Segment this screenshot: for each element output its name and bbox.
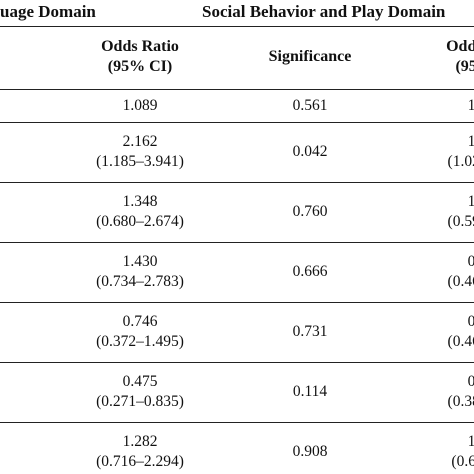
ci-value: (0.463–1.71: [447, 333, 474, 350]
table-row: 2.162 (1.185–3.941) 0.042 1.773 (1.022–3…: [0, 123, 474, 183]
ci-value: (0.716–2.294): [96, 453, 184, 470]
odds-ratio-language: 0.746 (0.372–1.495): [40, 312, 240, 352]
significance-social: 0.114: [292, 383, 328, 400]
odds-ratio-header-language: Odds Ratio (95% CI): [40, 37, 240, 77]
odds-ratio-value: 1.102: [467, 193, 474, 210]
odds-ratio-value: 0.654: [467, 373, 474, 390]
odds-ratio-language: 0.475 (0.271–0.835): [40, 372, 240, 412]
ci-value: (0.680–2.674): [96, 213, 184, 230]
significance-header: Significance: [268, 48, 352, 65]
ci-value: (0.271–0.835): [96, 393, 184, 410]
significance-header-left: ce: [0, 47, 30, 67]
ci-value: (0.590–2.05: [447, 213, 474, 230]
social-domain-header: Social Behavior and Play Domain: [202, 2, 446, 21]
ci-label-right: (95% CI: [455, 58, 474, 75]
significance-social: 0.760: [292, 203, 328, 220]
table-row: 1.348 (0.680–2.674) 0.760 1.102 (0.590–2…: [0, 183, 474, 243]
ci-value: (1.022–3.07: [447, 153, 474, 170]
ci-value: (0.463–1.61: [447, 273, 474, 290]
ci-value: (1.185–3.941): [96, 153, 184, 170]
odds-ratio-header-social: Odds Ratio (95% CI: [380, 37, 474, 77]
ci-value: (0.386–1.10: [447, 393, 474, 410]
odds-ratio-language: 2.162 (1.185–3.941): [40, 132, 240, 172]
table-row: 0.475 (0.271–0.835) 0.114 0.654 (0.386–1…: [0, 363, 474, 423]
significance-social: 0.042: [292, 143, 328, 160]
table-row: 1.430 (0.734–2.783) 0.666 0.873 (0.463–1…: [0, 243, 474, 303]
odds-ratio-social: 0.654 (0.386–1.10: [380, 372, 474, 412]
odds-ratio-value: 0.891: [467, 313, 474, 330]
ci-value: (0.734–2.783): [96, 273, 184, 290]
odds-ratio-value: 0.475: [122, 373, 158, 390]
odds-ratio-value: 1.430: [122, 253, 158, 270]
odds-ratio-social: 0.891 (0.463–1.71: [380, 312, 474, 352]
table-row: 1.089 0.561 1.696: [0, 90, 474, 123]
language-domain-header: uage Domain: [0, 2, 96, 21]
odds-ratio-value: 2.162: [122, 133, 158, 150]
odds-ratio-language: 1.089: [122, 97, 158, 114]
odds-ratio-value: 1.773: [467, 133, 474, 150]
ci-value: (0.372–1.495): [96, 333, 184, 350]
odds-ratio-social: 1.696: [467, 97, 474, 114]
significance-social: 0.908: [292, 443, 328, 460]
significance-social: 0.731: [292, 323, 328, 340]
odds-ratio-social: 1.033 (0.601–1.7: [380, 432, 474, 472]
odds-ratio-language: 1.430 (0.734–2.783): [40, 252, 240, 292]
odds-ratio-value: 1.348: [122, 193, 158, 210]
ci-label: (95% CI): [107, 58, 173, 75]
domain-header-row: uage Domain Social Behavior and Play Dom…: [0, 0, 474, 27]
ci-value: (0.601–1.7: [451, 453, 474, 470]
table-row: 1.282 (0.716–2.294) 0.908 1.033 (0.601–1…: [0, 423, 474, 474]
odds-ratio-language: 1.348 (0.680–2.674): [40, 192, 240, 232]
column-header-row: ce Odds Ratio (95% CI) Significance Odds…: [0, 27, 474, 90]
odds-ratio-value: 0.873: [467, 253, 474, 270]
odds-ratio-label-right: Odds Ratio: [446, 38, 474, 55]
significance-social: 0.561: [292, 97, 328, 114]
odds-ratio-value: 0.746: [122, 313, 158, 330]
odds-ratio-social: 0.873 (0.463–1.61: [380, 252, 474, 292]
odds-ratio-value: 1.282: [122, 433, 158, 450]
odds-ratio-label: Odds Ratio: [101, 38, 179, 55]
odds-ratio-value: 1.033: [467, 433, 474, 450]
odds-ratio-language: 1.282 (0.716–2.294): [40, 432, 240, 472]
table-row: 0.746 (0.372–1.495) 0.731 0.891 (0.463–1…: [0, 303, 474, 363]
odds-ratio-social: 1.773 (1.022–3.07: [380, 132, 474, 172]
odds-ratio-social: 1.102 (0.590–2.05: [380, 192, 474, 232]
significance-social: 0.666: [292, 263, 328, 280]
